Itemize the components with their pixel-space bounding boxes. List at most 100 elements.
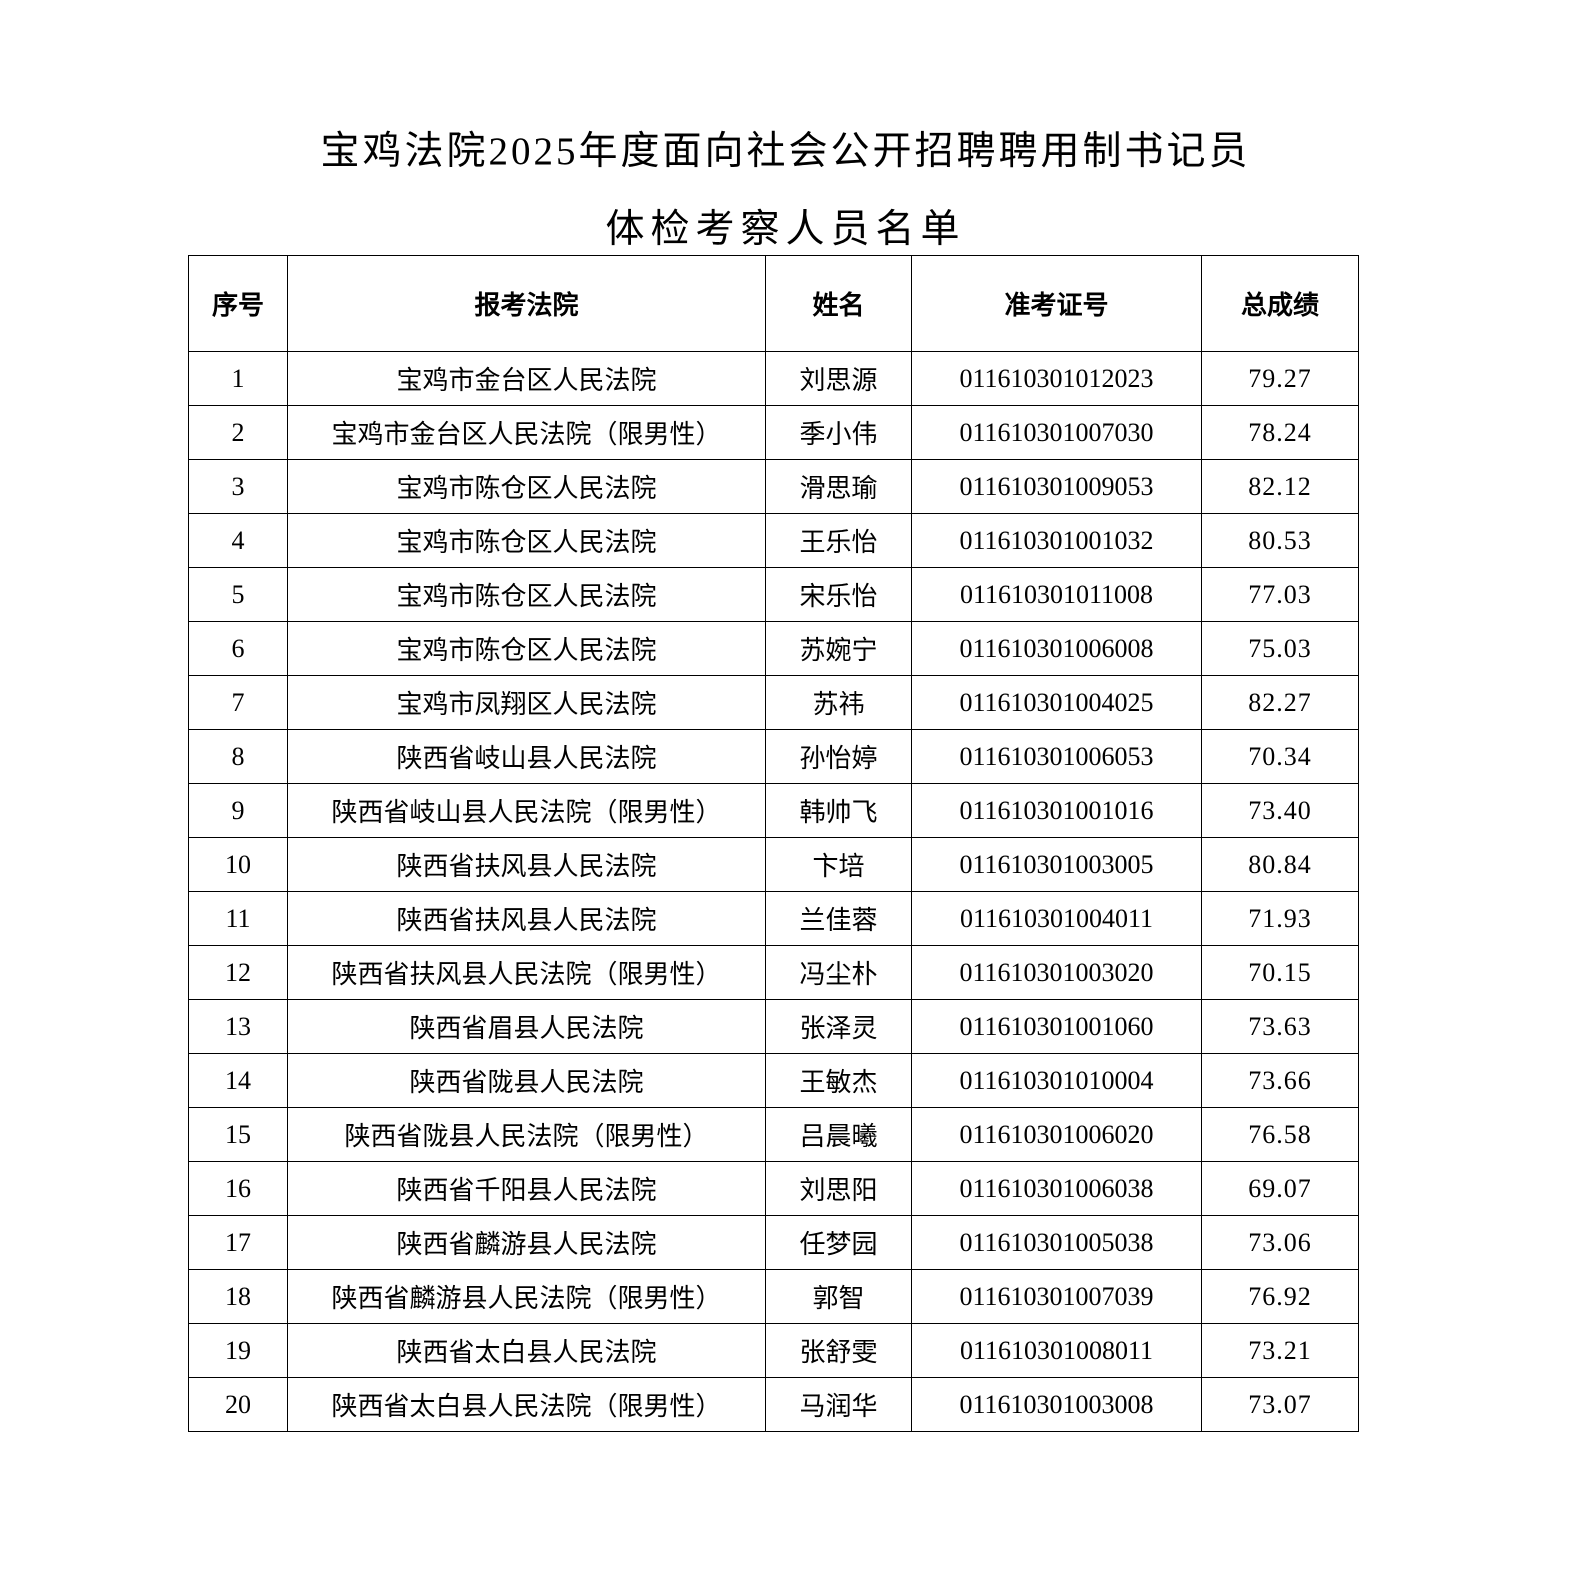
- table-row: 18 陕西省麟游县人民法院（限男性） 郭智 011610301007039 76.92: [188, 1269, 1359, 1324]
- cell-total-score: 80.53: [1201, 513, 1359, 568]
- cell-total-score: 80.84: [1201, 837, 1359, 892]
- cell-court: 宝鸡市陈仓区人民法院: [287, 513, 766, 568]
- cell-index: 3: [188, 459, 288, 514]
- cell-ticket-number: 011610301007030: [911, 405, 1202, 460]
- table-row: 4 宝鸡市陈仓区人民法院 王乐怡 011610301001032 80.53: [188, 513, 1359, 568]
- cell-name: 兰佳蓉: [765, 891, 912, 946]
- table-row: 14 陕西省陇县人民法院 王敏杰 011610301010004 73.66: [188, 1053, 1359, 1108]
- cell-ticket-number: 011610301001032: [911, 513, 1202, 568]
- document-title-line2: 体检考察人员名单: [605, 208, 966, 251]
- cell-ticket-number: 011610301001060: [911, 999, 1202, 1054]
- cell-name: 冯尘朴: [765, 945, 912, 1000]
- cell-index: 7: [188, 675, 288, 730]
- cell-total-score: 77.03: [1201, 567, 1359, 622]
- cell-court: 陕西省眉县人民法院: [287, 999, 766, 1054]
- cell-court: 宝鸡市陈仓区人民法院: [287, 459, 766, 514]
- cell-name: 季小伟: [765, 405, 912, 460]
- cell-total-score: 82.12: [1201, 459, 1359, 514]
- table-row: 5 宝鸡市陈仓区人民法院 宋乐怡 011610301011008 77.03: [188, 567, 1359, 622]
- cell-total-score: 82.27: [1201, 675, 1359, 730]
- cell-index: 15: [188, 1107, 288, 1162]
- cell-index: 18: [188, 1269, 288, 1324]
- cell-name: 宋乐怡: [765, 567, 912, 622]
- header-court: 报考法院: [287, 255, 766, 352]
- cell-index: 17: [188, 1215, 288, 1270]
- cell-index: 4: [188, 513, 288, 568]
- cell-index: 14: [188, 1053, 288, 1108]
- cell-court: 宝鸡市凤翔区人民法院: [287, 675, 766, 730]
- cell-ticket-number: 011610301003005: [911, 837, 1202, 892]
- cell-total-score: 73.66: [1201, 1053, 1359, 1108]
- cell-name: 卞培: [765, 837, 912, 892]
- table-row: 12 陕西省扶风县人民法院（限男性） 冯尘朴 011610301003020 70.15: [188, 945, 1359, 1000]
- cell-ticket-number: 011610301010004: [911, 1053, 1202, 1108]
- cell-total-score: 70.34: [1201, 729, 1359, 784]
- cell-total-score: 76.92: [1201, 1269, 1359, 1324]
- cell-ticket-number: 011610301009053: [911, 459, 1202, 514]
- table-row: 16 陕西省千阳县人民法院 刘思阳 011610301006038 69.07: [188, 1161, 1359, 1216]
- cell-index: 5: [188, 567, 288, 622]
- cell-ticket-number: 011610301008011: [911, 1323, 1202, 1378]
- cell-court: 陕西省扶风县人民法院: [287, 891, 766, 946]
- cell-ticket-number: 011610301012023: [911, 351, 1202, 406]
- cell-index: 8: [188, 729, 288, 784]
- table-row: 20 陕西省太白县人民法院（限男性） 马润华 011610301003008 73.07: [188, 1377, 1359, 1432]
- cell-court: 陕西省陇县人民法院（限男性）: [287, 1107, 766, 1162]
- cell-ticket-number: 011610301006053: [911, 729, 1202, 784]
- table-row: 11 陕西省扶风县人民法院 兰佳蓉 011610301004011 71.93: [188, 891, 1359, 946]
- table-row: 9 陕西省岐山县人民法院（限男性） 韩帅飞 011610301001016 73.40: [188, 783, 1359, 838]
- cell-index: 2: [188, 405, 288, 460]
- cell-court: 宝鸡市陈仓区人民法院: [287, 567, 766, 622]
- cell-ticket-number: 011610301001016: [911, 783, 1202, 838]
- cell-ticket-number: 011610301006008: [911, 621, 1202, 676]
- table-row: 19 陕西省太白县人民法院 张舒雯 011610301008011 73.21: [188, 1323, 1359, 1378]
- cell-name: 刘思源: [765, 351, 912, 406]
- cell-court: 陕西省太白县人民法院（限男性）: [287, 1377, 766, 1432]
- cell-total-score: 73.06: [1201, 1215, 1359, 1270]
- header-ticket-number: 准考证号: [911, 255, 1202, 352]
- cell-ticket-number: 011610301005038: [911, 1215, 1202, 1270]
- cell-court: 陕西省扶风县人民法院（限男性）: [287, 945, 766, 1000]
- cell-name: 张舒雯: [765, 1323, 912, 1378]
- table-row: 1 宝鸡市金台区人民法院 刘思源 011610301012023 79.27: [188, 351, 1359, 406]
- table-row: 17 陕西省麟游县人民法院 任梦园 011610301005038 73.06: [188, 1215, 1359, 1270]
- cell-name: 吕晨曦: [765, 1107, 912, 1162]
- cell-court: 陕西省扶风县人民法院: [287, 837, 766, 892]
- cell-total-score: 79.27: [1201, 351, 1359, 406]
- cell-total-score: 73.40: [1201, 783, 1359, 838]
- table-row: 7 宝鸡市凤翔区人民法院 苏祎 011610301004025 82.27: [188, 675, 1359, 730]
- table-row: 2 宝鸡市金台区人民法院（限男性） 季小伟 011610301007030 78.24: [188, 405, 1359, 460]
- cell-ticket-number: 011610301006038: [911, 1161, 1202, 1216]
- cell-index: 11: [188, 891, 288, 946]
- cell-total-score: 70.15: [1201, 945, 1359, 1000]
- cell-ticket-number: 011610301004011: [911, 891, 1202, 946]
- cell-ticket-number: 011610301004025: [911, 675, 1202, 730]
- cell-court: 陕西省岐山县人民法院: [287, 729, 766, 784]
- cell-ticket-number: 011610301006020: [911, 1107, 1202, 1162]
- cell-index: 12: [188, 945, 288, 1000]
- table-row: 8 陕西省岐山县人民法院 孙怡婷 011610301006053 70.34: [188, 729, 1359, 784]
- cell-name: 滑思瑜: [765, 459, 912, 514]
- cell-name: 马润华: [765, 1377, 912, 1432]
- cell-name: 王敏杰: [765, 1053, 912, 1108]
- cell-index: 20: [188, 1377, 288, 1432]
- document-title-line1: 宝鸡法院2025年度面向社会公开招聘聘用制书记员: [320, 130, 1251, 173]
- cell-index: 13: [188, 999, 288, 1054]
- cell-total-score: 75.03: [1201, 621, 1359, 676]
- cell-court: 宝鸡市陈仓区人民法院: [287, 621, 766, 676]
- cell-name: 任梦园: [765, 1215, 912, 1270]
- cell-ticket-number: 011610301011008: [911, 567, 1202, 622]
- cell-total-score: 73.63: [1201, 999, 1359, 1054]
- cell-court: 陕西省太白县人民法院: [287, 1323, 766, 1378]
- table-row: 15 陕西省陇县人民法院（限男性） 吕晨曦 011610301006020 76.58: [188, 1107, 1359, 1162]
- cell-name: 刘思阳: [765, 1161, 912, 1216]
- header-total-score: 总成绩: [1201, 255, 1359, 352]
- cell-ticket-number: 011610301007039: [911, 1269, 1202, 1324]
- cell-index: 6: [188, 621, 288, 676]
- header-name: 姓名: [765, 255, 912, 352]
- cell-name: 王乐怡: [765, 513, 912, 568]
- cell-name: 苏婉宁: [765, 621, 912, 676]
- cell-ticket-number: 011610301003020: [911, 945, 1202, 1000]
- cell-index: 10: [188, 837, 288, 892]
- cell-index: 19: [188, 1323, 288, 1378]
